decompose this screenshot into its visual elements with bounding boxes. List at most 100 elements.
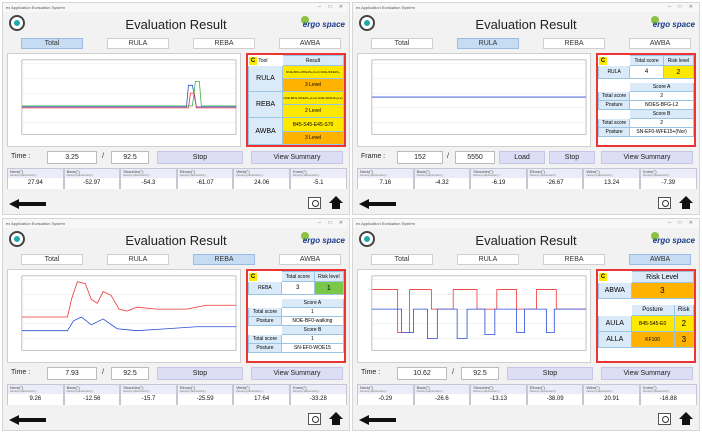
tab-reba[interactable]: REBA: [193, 38, 255, 49]
angle-sublabel: Flexion(+)/Extension(-): [66, 390, 93, 393]
angle-value: -52.97: [64, 178, 120, 189]
angle-label: Back(°): [416, 169, 430, 174]
panel-total: ex Application Evaluation System – □ ✕ Ev…: [2, 2, 350, 215]
back-arrow-icon[interactable]: [9, 199, 49, 209]
header: Evaluation Result ergo space: [353, 228, 699, 254]
abwa-level: 3: [630, 282, 695, 299]
view-summary-button[interactable]: View Summary: [601, 151, 693, 164]
score-a-total-label: Total score: [248, 307, 282, 317]
camera-icon[interactable]: [658, 413, 671, 425]
tab-total[interactable]: Total: [21, 38, 83, 49]
total-score-value: 3: [280, 281, 315, 295]
frame-label: Frame :: [361, 153, 386, 160]
score-b-total-label: Total score: [248, 334, 282, 344]
window-controls[interactable]: – □ ✕: [318, 220, 346, 226]
frame-current-field[interactable]: 152: [397, 151, 443, 164]
home-icon[interactable]: [329, 196, 343, 210]
stop-button[interactable]: Stop: [157, 367, 243, 380]
home-icon[interactable]: [679, 196, 693, 210]
score-a-header: Score A: [629, 82, 694, 92]
angle-shoulder: Shoulder(°) Flexion(+)/Extension(-) -6.19: [470, 168, 527, 189]
camera-icon[interactable]: [308, 197, 321, 209]
angle-label: Shoulder(°): [123, 169, 144, 174]
time-total-field: 92.5: [111, 367, 149, 380]
brand-leaf-icon: [301, 16, 309, 24]
score-a-total-label: Total score: [597, 91, 631, 101]
result-table: C Tool Result RULA NOE-BFG-WFE15+(LL2)-NO…: [248, 55, 344, 145]
angle-value: -26.67: [527, 178, 583, 189]
window-titlebar: ex Application Evaluation System – □ ✕: [353, 3, 699, 12]
view-summary-button[interactable]: View Summary: [251, 367, 343, 380]
badge-cell: C: [598, 271, 632, 283]
angle-value: 24.06: [234, 178, 289, 189]
window-title: ex Application Evaluation System: [356, 221, 415, 226]
angle-wrist: Wrist(°) Flexion(+)/Extension(-) 13.24: [583, 168, 640, 189]
angle-label: Back(°): [66, 169, 80, 174]
window-controls[interactable]: – □ ✕: [668, 4, 696, 10]
angle-sublabel: Flexion(+)/Extension(-): [360, 174, 387, 177]
risk-level-value: 2: [662, 65, 695, 79]
angle-back: Back(°) Flexion(+)/Extension(-) -4.32: [413, 168, 471, 189]
result-table: C Total score Risk level REBA 3 1 Score …: [248, 271, 345, 353]
window-titlebar: ex Application Evaluation System – □ ✕: [353, 219, 699, 228]
tab-awba[interactable]: AWBA: [279, 254, 341, 265]
tab-awba[interactable]: AWBA: [279, 38, 341, 49]
tab-reba[interactable]: REBA: [543, 38, 605, 49]
window-controls[interactable]: – □ ✕: [668, 220, 696, 226]
tab-rula[interactable]: RULA: [107, 38, 169, 49]
level-reba: 2 Level: [282, 104, 344, 118]
back-arrow-icon[interactable]: [9, 415, 49, 425]
time-current-field[interactable]: 10.62: [397, 367, 447, 380]
angle-sublabel: Flexion(+)/Extension(-): [66, 174, 93, 177]
posture-reba: NOE-BFG-WFE15+(LL2)-NOE-WFE15+(L2): [282, 91, 344, 105]
home-icon[interactable]: [329, 412, 343, 426]
tab-rula[interactable]: RULA: [457, 38, 519, 49]
view-summary-button[interactable]: View Summary: [601, 367, 693, 380]
back-arrow-icon[interactable]: [359, 415, 399, 425]
stop-button[interactable]: Stop: [507, 367, 593, 380]
angle-elbow: Elbow(°) Flexion(+)/Extension(-) -25.59: [176, 384, 234, 405]
window-controls[interactable]: – □ ✕: [318, 4, 346, 10]
tab-awba[interactable]: AWBA: [629, 254, 691, 265]
stop-button[interactable]: Stop: [157, 151, 243, 164]
score-b-header: Score B: [280, 325, 345, 335]
panel-rula: ex Application Evaluation System – □ ✕ Ev…: [352, 2, 700, 215]
load-button[interactable]: Load: [499, 151, 545, 164]
tab-reba[interactable]: REBA: [543, 254, 605, 265]
time-separator: /: [102, 369, 104, 376]
time-current-field[interactable]: 3.25: [47, 151, 97, 164]
footer-bar: [3, 409, 349, 430]
frame-total-field: 5550: [455, 151, 495, 164]
score-b-total: 1: [280, 334, 345, 344]
angle-sublabel: Flexion(+)/Extension(-): [123, 390, 150, 393]
tab-reba[interactable]: REBA: [193, 254, 255, 265]
angle-value: -5.1: [291, 178, 346, 189]
tab-rula[interactable]: RULA: [457, 254, 519, 265]
angle-wrist: Wrist(°) Flexion(+)/Extension(-) 20.91: [583, 384, 640, 405]
home-icon[interactable]: [679, 412, 693, 426]
app-logo-icon: [9, 231, 25, 247]
joint-angle-table: Neck(°) Flexion(+)/Extension(-) 7.16 Back(…: [357, 168, 697, 189]
tab-total[interactable]: Total: [371, 254, 433, 265]
angle-label: Back(°): [66, 385, 80, 390]
angle-sublabel: Flexion(+)/Extension(-): [10, 390, 37, 393]
tab-rula[interactable]: RULA: [107, 254, 169, 265]
view-summary-button[interactable]: View Summary: [251, 151, 343, 164]
joint-angle-table: Neck(°) Flexion(+)/Extension(-) 27.94 Back…: [7, 168, 347, 189]
tab-bar: Total RULA REBA AWBA: [21, 254, 341, 265]
angle-sublabel: Flexion(+)/Extension(-): [529, 174, 557, 177]
tab-awba[interactable]: AWBA: [629, 38, 691, 49]
angle-sublabel: Flexion(+)/Extension(-): [473, 174, 500, 177]
time-current-field[interactable]: 7.93: [47, 367, 97, 380]
tab-total[interactable]: Total: [371, 38, 433, 49]
camera-icon[interactable]: [658, 197, 671, 209]
level-awba: 3 Level: [282, 131, 344, 145]
posture-header: Posture: [630, 304, 675, 316]
c-badge: C: [249, 272, 257, 281]
tab-total[interactable]: Total: [21, 254, 83, 265]
angle-neck: Neck(°) Flexion(+)/Extension(-) 9.26: [7, 384, 64, 405]
camera-icon[interactable]: [308, 413, 321, 425]
angle-label: Elbow(°): [179, 385, 195, 390]
back-arrow-icon[interactable]: [359, 199, 399, 209]
stop-button[interactable]: Stop: [549, 151, 595, 164]
